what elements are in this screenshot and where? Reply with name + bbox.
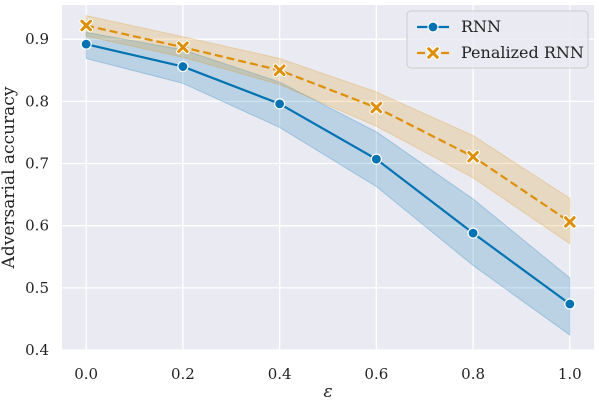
- x-tick-label: 0.6: [364, 365, 388, 383]
- series-markers: [79, 18, 577, 310]
- x-axis-label: ε: [323, 382, 332, 402]
- data-point: [564, 216, 576, 228]
- y-tick-label: 0.8: [25, 92, 49, 110]
- legend-marker-1: [427, 47, 439, 59]
- y-tick-label: 0.7: [25, 155, 49, 173]
- y-tick-label: 0.6: [25, 217, 49, 235]
- x-tick-label: 0.8: [461, 365, 485, 383]
- y-axis-label: Adversarial accuracy: [0, 86, 19, 269]
- x-tick-label: 0.0: [74, 365, 98, 383]
- data-point: [274, 98, 286, 110]
- data-point: [370, 153, 382, 165]
- legend-box: [406, 10, 589, 69]
- y-tick-labels: 0.4 0.5 0.6 0.7 0.8 0.9: [25, 30, 49, 359]
- data-point: [177, 60, 189, 73]
- data-point: [80, 38, 92, 50]
- confidence-band-0: [85, 31, 571, 337]
- x-tick-labels: 0.0 0.2 0.4 0.6 0.8 1.0: [74, 365, 581, 383]
- data-point: [467, 227, 479, 239]
- legend: RNN Penalized RNN: [406, 10, 589, 69]
- data-point: [564, 298, 576, 310]
- confidence-bands: [85, 14, 571, 337]
- y-tick-label: 0.9: [25, 30, 49, 48]
- data-point: [177, 41, 189, 54]
- x-tick-label: 0.2: [171, 365, 195, 383]
- data-point: [80, 19, 92, 32]
- series-lines: [85, 24, 571, 305]
- data-point: [467, 150, 479, 163]
- x-tick-label: 1.0: [558, 365, 582, 383]
- legend-label-0: RNN: [461, 17, 501, 36]
- x-tick-label: 0.4: [268, 365, 292, 383]
- confidence-band-1: [85, 14, 571, 245]
- data-point: [273, 64, 286, 77]
- y-tick-label: 0.5: [25, 279, 49, 297]
- y-tick-label: 0.4: [25, 341, 49, 359]
- legend-marker-0: [427, 21, 439, 33]
- data-point: [370, 101, 383, 114]
- series-line-0: [85, 43, 571, 305]
- legend-label-1: Penalized RNN: [461, 43, 584, 62]
- grid-lines: [62, 5, 594, 351]
